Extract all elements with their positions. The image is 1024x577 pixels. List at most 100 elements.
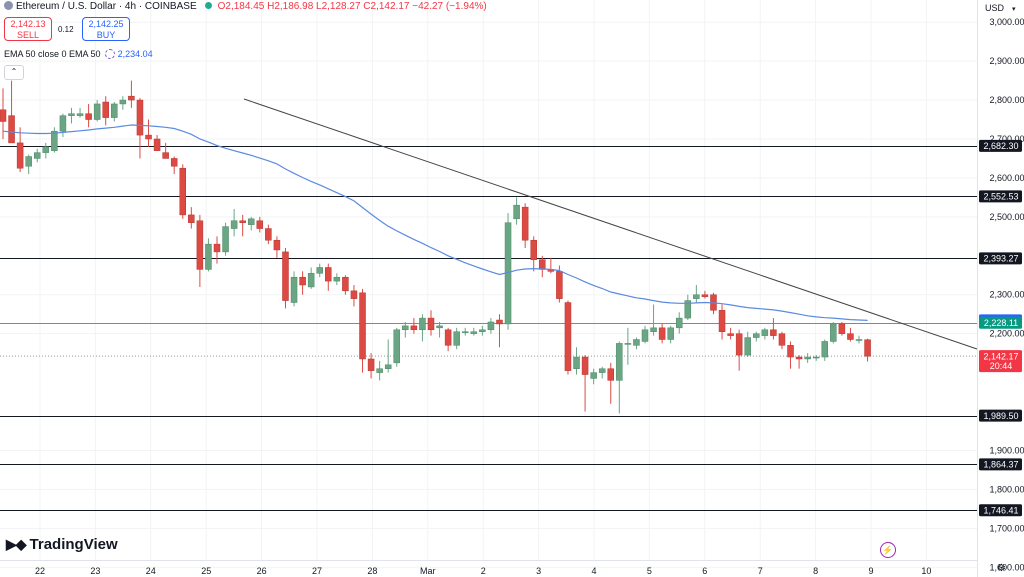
candle-body (607, 368, 615, 381)
y-tick-label: 2,900.00 (989, 56, 1024, 66)
lightning-icon[interactable]: ⚡ (880, 542, 896, 558)
candle-body (119, 99, 127, 105)
candle-body (222, 226, 229, 253)
level-tag-bg (979, 252, 1022, 265)
symbol-title[interactable]: Ethereum / U.S. Dollar · 4h · COINBASE (16, 1, 197, 12)
candle-body (650, 327, 657, 332)
tradingview-logo[interactable]: ▶◆ TradingView (6, 536, 118, 553)
time-axis: 22 23 24 25 26 27 28 Mar 2 3 4 5 6 7 8 9 10 (35, 566, 931, 576)
bar-countdown: 20:44 (990, 361, 1013, 371)
y-tick-label: 3,000.00 (989, 17, 1024, 27)
candle-body (188, 214, 195, 223)
ema50-line (2, 124, 868, 321)
sell-button[interactable]: 2,142.13 SELL (4, 17, 52, 41)
candlestick-series (0, 80, 871, 414)
candle-body (325, 267, 332, 282)
candle-body (675, 317, 683, 329)
candle-body (753, 333, 760, 338)
resistance-trendline (243, 98, 978, 350)
candle-body (444, 329, 452, 346)
indicator-legend[interactable]: EMA 50 close 0 EMA 50 2,234.04 (4, 49, 153, 59)
candle-body (299, 276, 306, 286)
x-tick-label: 7 (758, 566, 763, 576)
x-tick-label: 4 (591, 566, 596, 576)
level-tag: 1,989.50 (983, 411, 1018, 421)
indicator-settings-icon[interactable] (104, 49, 115, 59)
candle-body (85, 113, 92, 120)
market-status-icon (204, 2, 212, 9)
level-tag: 2,552.53 (983, 192, 1018, 202)
chevron-down-icon: ▾ (1012, 6, 1016, 13)
currency-label: USD (985, 3, 1005, 13)
candle-body (864, 339, 871, 357)
candle-body (598, 368, 606, 373)
level-tag-bg (979, 504, 1022, 517)
candle-body (624, 343, 632, 345)
candle-body (410, 325, 418, 331)
candle-body (153, 138, 161, 151)
x-tick-label: 10 (921, 566, 931, 576)
candle-body (342, 276, 349, 292)
candle-body (461, 331, 469, 333)
gear-icon[interactable]: ⚙ (997, 563, 1006, 574)
candle-body (136, 99, 144, 136)
level-tag-bg (979, 409, 1022, 422)
candle-body (684, 300, 692, 319)
candle-body (367, 358, 375, 371)
candle-body (427, 317, 435, 331)
candle-body (93, 103, 101, 120)
candle-body (778, 333, 786, 346)
candle-body (316, 267, 323, 274)
x-tick-label: 27 (312, 566, 322, 576)
candle-body (479, 329, 486, 332)
candle-body (162, 152, 169, 159)
x-tick-label: 2 (481, 566, 486, 576)
spread-value: 0.12 (58, 25, 74, 34)
level-tag-bg (979, 458, 1022, 471)
y-tick-label: 1,700.00 (989, 523, 1024, 533)
candle-body (205, 243, 212, 270)
level-tag: 1,864.37 (983, 460, 1018, 470)
buy-button[interactable]: 2,142.25 BUY (82, 17, 130, 41)
y-tick-label: 2,600.00 (989, 173, 1024, 183)
candle-body (59, 115, 67, 132)
currency-selector[interactable]: USD ▾ (985, 3, 1016, 13)
candle-body (393, 329, 401, 364)
x-tick-label: 23 (90, 566, 100, 576)
last-price-tag: 2,142.17 (983, 351, 1018, 361)
candle-body (573, 356, 580, 369)
candle-body (8, 115, 15, 144)
candle-body (196, 220, 204, 270)
level-tag: 2,682.30 (983, 141, 1018, 151)
y-tick-label: 2,800.00 (989, 95, 1024, 105)
candle-body (727, 333, 734, 336)
candle-body (496, 319, 503, 325)
candle-body (179, 167, 187, 216)
sell-price: 2,142.13 (10, 19, 46, 29)
x-tick-label: 8 (813, 566, 818, 576)
candle-body (384, 364, 392, 369)
x-tick-label: 22 (35, 566, 45, 576)
candle-body (359, 292, 366, 360)
candle-body (521, 206, 529, 241)
y-tick-label: 2,200.00 (989, 329, 1024, 339)
candle-body (812, 356, 820, 359)
level-tag: 2,393.27 (983, 254, 1018, 264)
collapse-legend-button[interactable]: ⌃ (4, 65, 24, 80)
candle-body (402, 325, 409, 331)
candle-body (770, 329, 777, 336)
candle-body (307, 273, 315, 288)
x-tick-label: 9 (868, 566, 873, 576)
x-tick-label: 6 (702, 566, 707, 576)
candle-body (453, 331, 460, 346)
candle-body (821, 341, 829, 358)
x-tick-label: 3 (536, 566, 541, 576)
candle-body (513, 204, 520, 220)
candle-body (16, 142, 24, 169)
candle-body (556, 271, 563, 299)
ethereum-icon (4, 1, 13, 10)
last-price-tag-bg (979, 350, 1022, 373)
level-tag-bg (979, 139, 1022, 152)
x-tick-label: 26 (257, 566, 267, 576)
